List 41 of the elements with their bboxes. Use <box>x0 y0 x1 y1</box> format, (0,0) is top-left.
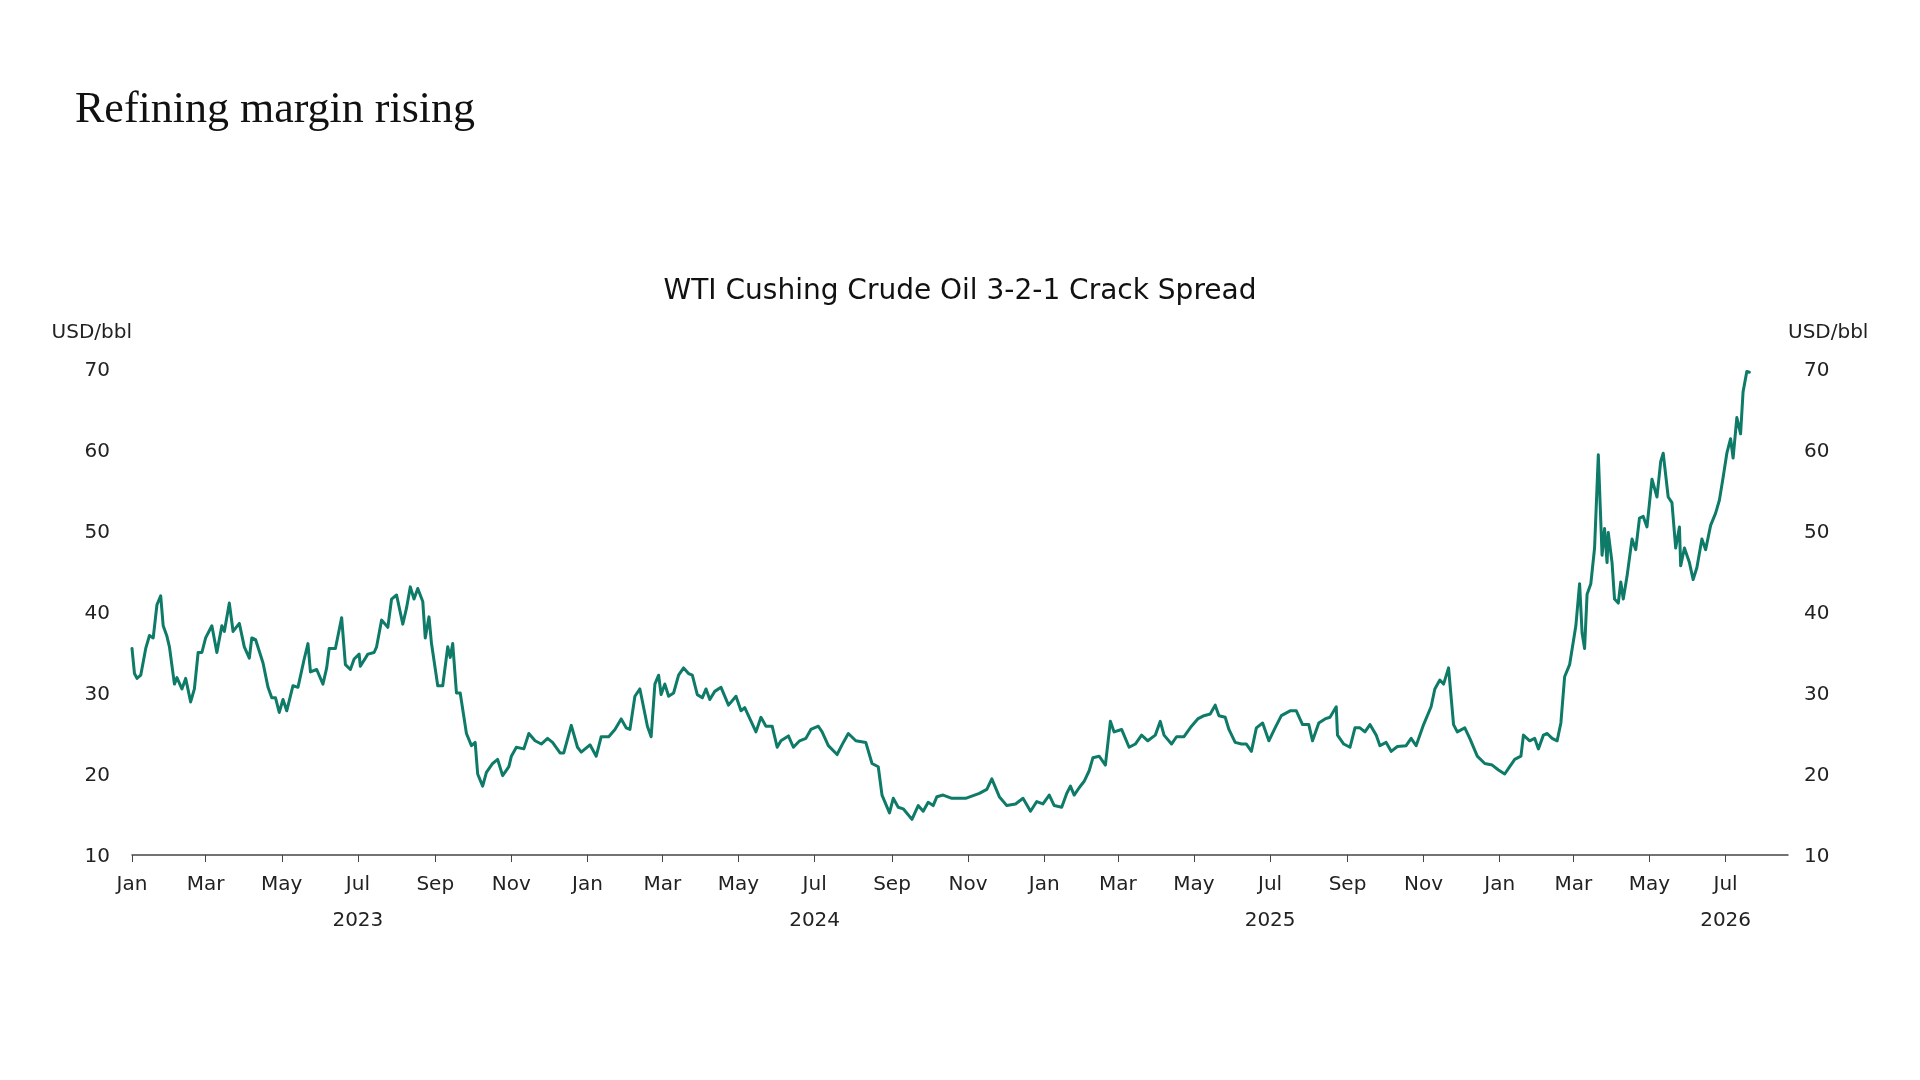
y-axis-title: USD/bbl <box>51 319 132 343</box>
y2-tick-label: 30 <box>1804 681 1830 705</box>
x-tick-label: Nov <box>948 871 988 895</box>
y-tick-label: 50 <box>84 519 110 543</box>
x-tick-label: Jul 2024 <box>789 871 841 931</box>
x-tick-label: Jan <box>1482 871 1516 895</box>
x-tick-label: May <box>1628 871 1671 895</box>
x-tick-label: Sep <box>873 871 911 895</box>
line-series <box>130 369 1751 821</box>
x-tick-label: May <box>261 871 303 895</box>
x-tick-label: Sep <box>416 871 455 895</box>
y2-tick-label: 10 <box>1804 843 1830 867</box>
y-tick-label: 10 <box>84 843 110 867</box>
y2-tick-label: 60 <box>1804 438 1830 462</box>
x-tick-label: Nov <box>491 871 532 895</box>
y2-axis-title: USD/bbl <box>1788 319 1869 343</box>
x-tick-label: Jul 2025 <box>1244 871 1296 931</box>
x-tick-label: Mar <box>186 871 226 895</box>
x-tick-label: Sep <box>1328 871 1367 895</box>
chart-subtitle: WTI Cushing Crude Oil 3-2-1 Crack Spread <box>663 272 1257 306</box>
y2-tick-label: 70 <box>1804 357 1830 381</box>
x-tick-label: Mar <box>1099 871 1138 895</box>
x-tick-label: Jan <box>114 871 148 895</box>
x-tick-label: Jul 2023 <box>332 871 384 931</box>
y2-tick-label: 20 <box>1804 762 1830 786</box>
x-tick-label: Jan <box>1026 871 1060 895</box>
x-tick-label: May <box>717 871 760 895</box>
y2-tick-label: 50 <box>1804 519 1830 543</box>
x-tick-label: May <box>1173 871 1215 895</box>
y-tick-label: 60 <box>84 438 110 462</box>
y2-tick-label: 40 <box>1804 600 1830 624</box>
x-tick-label: Nov <box>1404 871 1444 895</box>
x-tick-label: Jul 2026 <box>1700 871 1752 931</box>
x-tick-label: Jan <box>570 871 603 895</box>
x-tick-label: Mar <box>643 871 683 895</box>
y-tick-label: 70 <box>84 357 110 381</box>
y-tick-label: 20 <box>84 762 110 786</box>
chart-title: Refining margin rising <box>75 82 476 132</box>
y-tick-label: 40 <box>84 600 110 624</box>
y-tick-label: 30 <box>84 681 110 705</box>
x-tick-label: Mar <box>1554 871 1593 895</box>
